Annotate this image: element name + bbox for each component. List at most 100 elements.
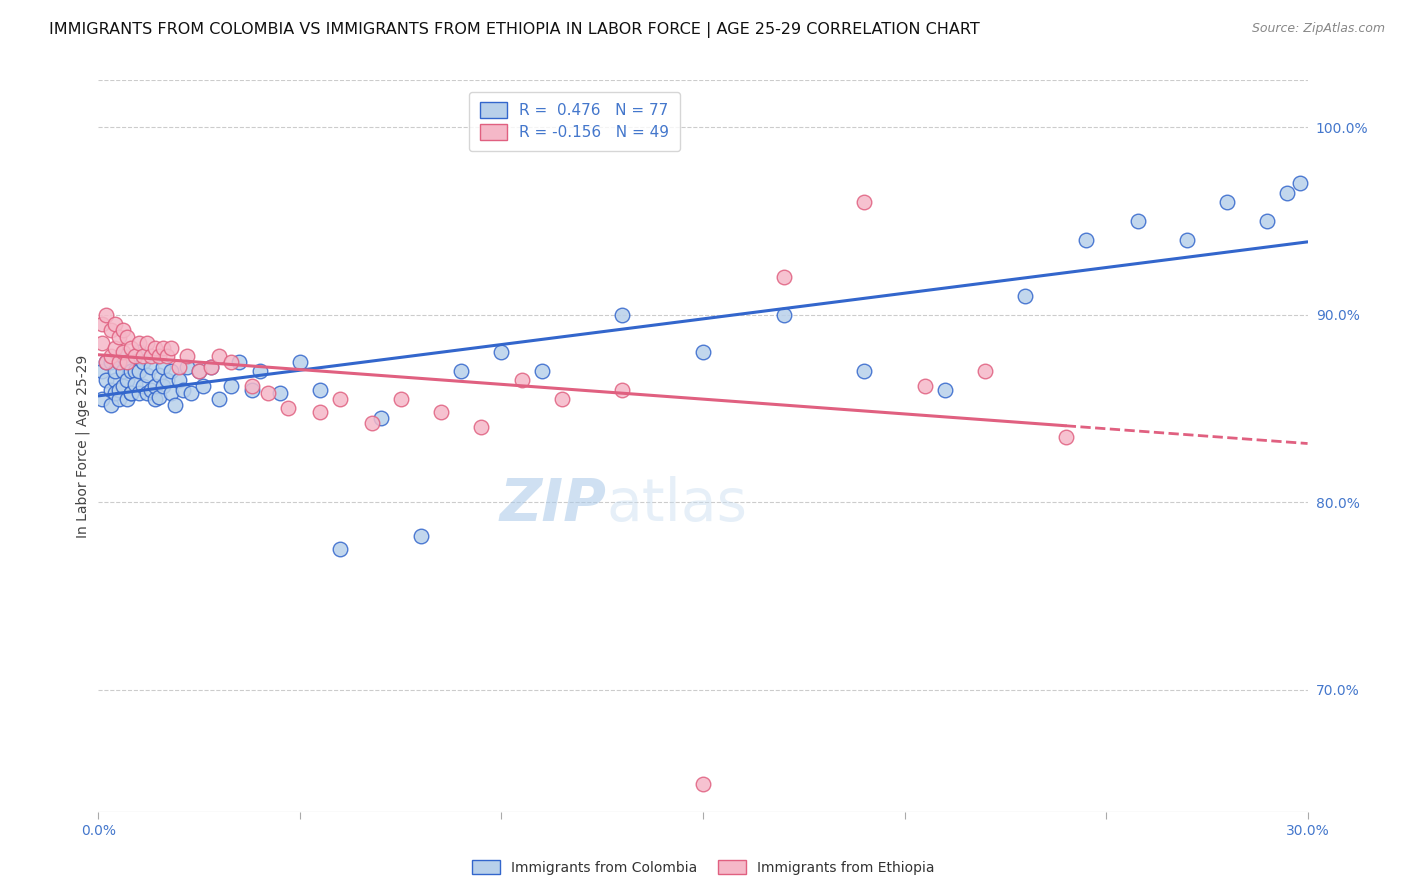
- Point: [470, 420, 492, 434]
- Point: [120, 364, 142, 378]
- Text: Source: ZipAtlas.com: Source: ZipAtlas.com: [1251, 22, 1385, 36]
- Point: [156, 349, 179, 363]
- Point: [1256, 214, 1278, 228]
- Point: [200, 360, 222, 375]
- Point: [124, 364, 146, 378]
- Point: [200, 360, 222, 375]
- Point: [510, 373, 533, 387]
- Point: [103, 342, 125, 356]
- Point: [772, 308, 794, 322]
- Point: [143, 379, 166, 393]
- Point: [96, 354, 118, 368]
- Point: [111, 349, 134, 363]
- Point: [103, 386, 125, 401]
- Point: [853, 195, 876, 210]
- Legend: R =  0.476   N = 77, R = -0.156   N = 49: R = 0.476 N = 77, R = -0.156 N = 49: [468, 92, 681, 151]
- Point: [115, 392, 138, 406]
- Point: [152, 379, 174, 393]
- Point: [156, 373, 179, 387]
- Point: [692, 345, 714, 359]
- Point: [612, 383, 634, 397]
- Point: [934, 383, 956, 397]
- Text: IMMIGRANTS FROM COLOMBIA VS IMMIGRANTS FROM ETHIOPIA IN LABOR FORCE | AGE 25-29 : IMMIGRANTS FROM COLOMBIA VS IMMIGRANTS F…: [49, 22, 980, 38]
- Point: [188, 364, 211, 378]
- Point: [188, 364, 211, 378]
- Point: [148, 368, 170, 382]
- Point: [450, 364, 472, 378]
- Point: [96, 373, 118, 387]
- Point: [329, 542, 352, 557]
- Point: [135, 335, 157, 350]
- Point: [143, 392, 166, 406]
- Point: [128, 345, 150, 359]
- Point: [430, 405, 453, 419]
- Point: [1128, 214, 1150, 228]
- Point: [103, 317, 125, 331]
- Point: [107, 354, 129, 368]
- Point: [249, 364, 271, 378]
- Point: [160, 342, 183, 356]
- Point: [91, 335, 114, 350]
- Point: [370, 410, 392, 425]
- Point: [124, 349, 146, 363]
- Point: [120, 342, 142, 356]
- Point: [143, 342, 166, 356]
- Point: [139, 349, 162, 363]
- Point: [240, 383, 263, 397]
- Point: [96, 308, 118, 322]
- Point: [176, 349, 198, 363]
- Point: [111, 345, 134, 359]
- Point: [100, 398, 122, 412]
- Point: [107, 383, 129, 397]
- Point: [208, 349, 231, 363]
- Point: [91, 364, 114, 378]
- Point: [361, 417, 384, 431]
- Point: [124, 377, 146, 392]
- Point: [128, 364, 150, 378]
- Point: [152, 342, 174, 356]
- Point: [172, 383, 194, 397]
- Point: [111, 364, 134, 378]
- Point: [1216, 195, 1239, 210]
- Point: [132, 349, 155, 363]
- Point: [612, 308, 634, 322]
- Point: [96, 354, 118, 368]
- Point: [1074, 233, 1097, 247]
- Y-axis label: In Labor Force | Age 25-29: In Labor Force | Age 25-29: [76, 354, 90, 538]
- Point: [1054, 429, 1077, 443]
- Point: [115, 354, 138, 368]
- Point: [100, 354, 122, 368]
- Point: [91, 392, 114, 406]
- Point: [103, 364, 125, 378]
- Point: [240, 379, 263, 393]
- Point: [148, 349, 170, 363]
- Point: [180, 386, 202, 401]
- Point: [107, 392, 129, 406]
- Point: [329, 392, 352, 406]
- Point: [163, 398, 186, 412]
- Point: [132, 354, 155, 368]
- Point: [389, 392, 412, 406]
- Point: [288, 354, 311, 368]
- Point: [111, 379, 134, 393]
- Point: [167, 373, 190, 387]
- Point: [139, 383, 162, 397]
- Point: [530, 364, 553, 378]
- Point: [221, 379, 243, 393]
- Point: [208, 392, 231, 406]
- Point: [103, 373, 125, 387]
- Point: [132, 379, 155, 393]
- Point: [135, 386, 157, 401]
- Point: [277, 401, 299, 416]
- Point: [128, 386, 150, 401]
- Point: [100, 383, 122, 397]
- Point: [135, 368, 157, 382]
- Point: [115, 354, 138, 368]
- Point: [100, 349, 122, 363]
- Point: [128, 335, 150, 350]
- Point: [1014, 289, 1036, 303]
- Point: [914, 379, 936, 393]
- Point: [111, 323, 134, 337]
- Point: [160, 364, 183, 378]
- Point: [309, 383, 332, 397]
